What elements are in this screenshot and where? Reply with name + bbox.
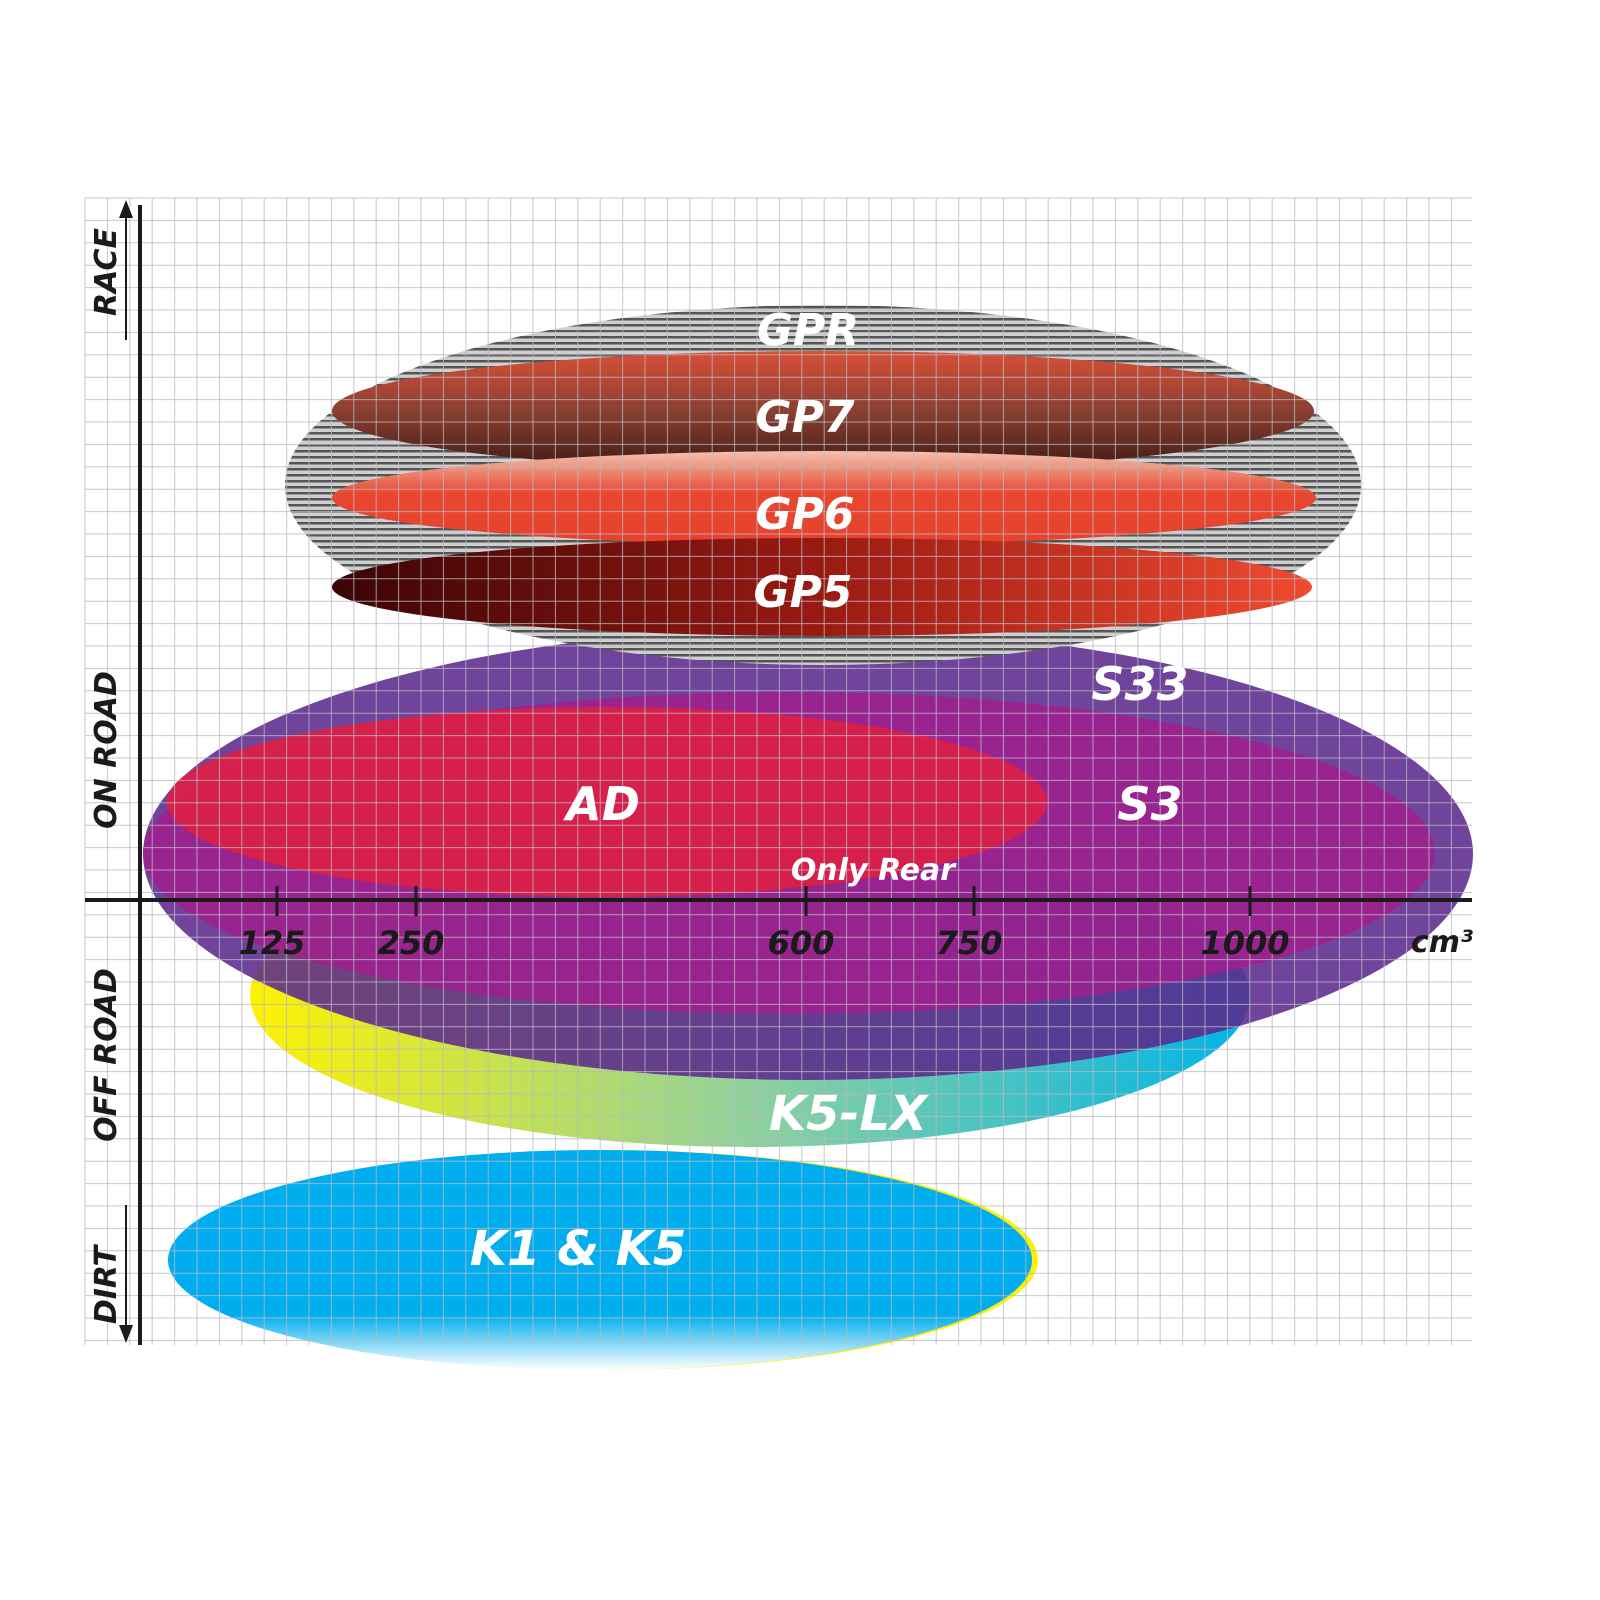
product-labels: K5-LX Only Rear S33 S3 AD GPR GP7 GP6 GP5 K1 & K5 [470, 305, 1189, 1277]
product-ellipses [143, 305, 1473, 1370]
y-category-label: DIRT [89, 1243, 124, 1324]
arrow-up-icon [119, 200, 133, 218]
label-gp7: GP7 [756, 392, 855, 443]
ellipse-ad [167, 707, 1047, 897]
x-tick-label: 125 [239, 924, 306, 962]
label-s3: S3 [1117, 777, 1182, 831]
label-gpr: GPR [757, 305, 859, 356]
label-s33: S33 [1091, 657, 1188, 711]
y-category-label: RACE [89, 228, 124, 316]
label-gp5: GP5 [754, 567, 853, 618]
label-k1-k5: K1 & K5 [470, 1221, 686, 1277]
x-tick-label: 1000 [1200, 924, 1289, 962]
y-category-label: OFF ROAD [89, 968, 124, 1142]
ellipse-gp5 [332, 538, 1312, 636]
x-tick-label: 600 [768, 924, 835, 962]
label-ad: AD [563, 777, 640, 831]
x-tick-label: 750 [936, 924, 1003, 962]
y-categories: RACE ON ROAD OFF ROAD DIRT [89, 228, 124, 1325]
label-gp6: GP6 [756, 489, 855, 540]
label-k5-lx: K5-LX [769, 1086, 929, 1142]
label-only-rear: Only Rear [791, 853, 957, 888]
grid [84, 197, 1472, 1345]
axes [85, 200, 1472, 1345]
arrow-down-icon [119, 1325, 133, 1343]
x-ticks: 125 250 600 750 1000 [239, 886, 1290, 962]
y-category-label: ON ROAD [89, 671, 124, 829]
x-axis-unit: cm³ [1411, 925, 1473, 960]
x-tick-label: 250 [378, 924, 445, 962]
